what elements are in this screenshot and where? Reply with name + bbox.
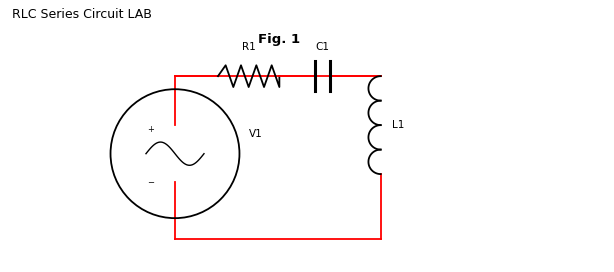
Text: +: +: [147, 125, 154, 134]
Text: L1: L1: [392, 120, 404, 130]
Text: −: −: [147, 178, 154, 187]
Text: RLC Series Circuit LAB: RLC Series Circuit LAB: [12, 8, 152, 21]
Text: V1: V1: [249, 129, 262, 139]
Text: C1: C1: [316, 42, 329, 52]
Text: R1: R1: [242, 42, 255, 52]
Text: Fig. 1: Fig. 1: [258, 33, 300, 46]
